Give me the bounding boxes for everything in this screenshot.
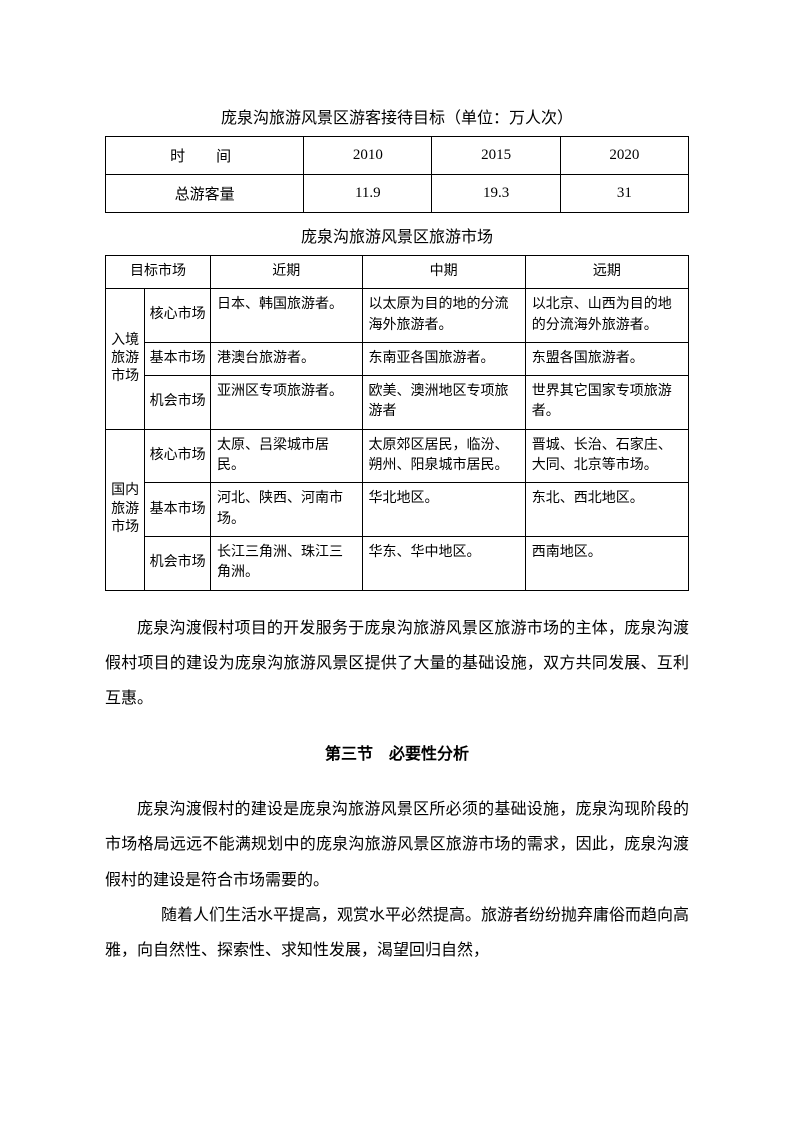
header-time: 时 间 xyxy=(106,137,304,175)
paragraph-3: 随着人们生活水平提高，观赏水平必然提高。旅游者纷纷抛弃庸俗而趋向高雅，向自然性、… xyxy=(105,898,689,968)
cell: 华北地区。 xyxy=(362,483,525,537)
header-mid: 中期 xyxy=(362,256,525,289)
sub-core: 核心市场 xyxy=(145,289,211,343)
cell: 太原郊区居民，临汾、朔州、阳泉城市居民。 xyxy=(362,429,525,483)
year-2020: 2020 xyxy=(560,137,688,175)
cell: 以北京、山西为目的地的分流海外旅游者。 xyxy=(525,289,688,343)
cell: 港澳台旅游者。 xyxy=(210,342,362,375)
cell: 亚洲区专项旅游者。 xyxy=(210,376,362,430)
paragraph-2: 庞泉沟渡假村的建设是庞泉沟旅游风景区所必须的基础设施，庞泉沟现阶段的市场格局远远… xyxy=(105,792,689,898)
header-target-market: 目标市场 xyxy=(106,256,211,289)
cell: 华东、华中地区。 xyxy=(362,536,525,590)
cell: 太原、吕梁城市居民。 xyxy=(210,429,362,483)
table-row: 机会市场 长江三角洲、珠江三角洲。 华东、华中地区。 西南地区。 xyxy=(106,536,689,590)
group-inbound: 入境旅游市场 xyxy=(106,289,145,429)
cell: 长江三角洲、珠江三角洲。 xyxy=(210,536,362,590)
sub-core: 核心市场 xyxy=(145,429,211,483)
table-row: 时 间 2010 2015 2020 xyxy=(106,137,689,175)
year-2010: 2010 xyxy=(304,137,432,175)
cell: 东北、西北地区。 xyxy=(525,483,688,537)
value-2010: 11.9 xyxy=(304,175,432,213)
sub-chance: 机会市场 xyxy=(145,536,211,590)
table-row: 总游客量 11.9 19.3 31 xyxy=(106,175,689,213)
section-heading: 第三节 必要性分析 xyxy=(105,740,689,764)
value-2015: 19.3 xyxy=(432,175,560,213)
row-label: 总游客量 xyxy=(106,175,304,213)
year-2015: 2015 xyxy=(432,137,560,175)
visitor-target-table: 时 间 2010 2015 2020 总游客量 11.9 19.3 31 xyxy=(105,136,689,213)
table-row: 基本市场 港澳台旅游者。 东南亚各国旅游者。 东盟各国旅游者。 xyxy=(106,342,689,375)
cell: 世界其它国家专项旅游者。 xyxy=(525,376,688,430)
cell: 日本、韩国旅游者。 xyxy=(210,289,362,343)
header-far: 远期 xyxy=(525,256,688,289)
paragraph-1: 庞泉沟渡假村项目的开发服务于庞泉沟旅游风景区旅游市场的主体，庞泉沟渡假村项目的建… xyxy=(105,611,689,717)
sub-basic: 基本市场 xyxy=(145,483,211,537)
table2-title: 庞泉沟旅游风景区旅游市场 xyxy=(105,223,689,247)
tourism-market-table: 目标市场 近期 中期 远期 入境旅游市场 核心市场 日本、韩国旅游者。 以太原为… xyxy=(105,255,689,591)
header-near: 近期 xyxy=(210,256,362,289)
cell: 欧美、澳洲地区专项旅游者 xyxy=(362,376,525,430)
cell: 晋城、长治、石家庄、大同、北京等市场。 xyxy=(525,429,688,483)
cell: 东盟各国旅游者。 xyxy=(525,342,688,375)
cell: 河北、陕西、河南市场。 xyxy=(210,483,362,537)
sub-basic: 基本市场 xyxy=(145,342,211,375)
cell: 东南亚各国旅游者。 xyxy=(362,342,525,375)
value-2020: 31 xyxy=(560,175,688,213)
table-row: 目标市场 近期 中期 远期 xyxy=(106,256,689,289)
cell: 以太原为目的地的分流海外旅游者。 xyxy=(362,289,525,343)
table1-title: 庞泉沟旅游风景区游客接待目标（单位：万人次） xyxy=(105,104,689,128)
group-domestic: 国内旅游市场 xyxy=(106,429,145,590)
table-row: 机会市场 亚洲区专项旅游者。 欧美、澳洲地区专项旅游者 世界其它国家专项旅游者。 xyxy=(106,376,689,430)
table-row: 基本市场 河北、陕西、河南市场。 华北地区。 东北、西北地区。 xyxy=(106,483,689,537)
sub-chance: 机会市场 xyxy=(145,376,211,430)
cell: 西南地区。 xyxy=(525,536,688,590)
table-row: 国内旅游市场 核心市场 太原、吕梁城市居民。 太原郊区居民，临汾、朔州、阳泉城市… xyxy=(106,429,689,483)
table-row: 入境旅游市场 核心市场 日本、韩国旅游者。 以太原为目的地的分流海外旅游者。 以… xyxy=(106,289,689,343)
